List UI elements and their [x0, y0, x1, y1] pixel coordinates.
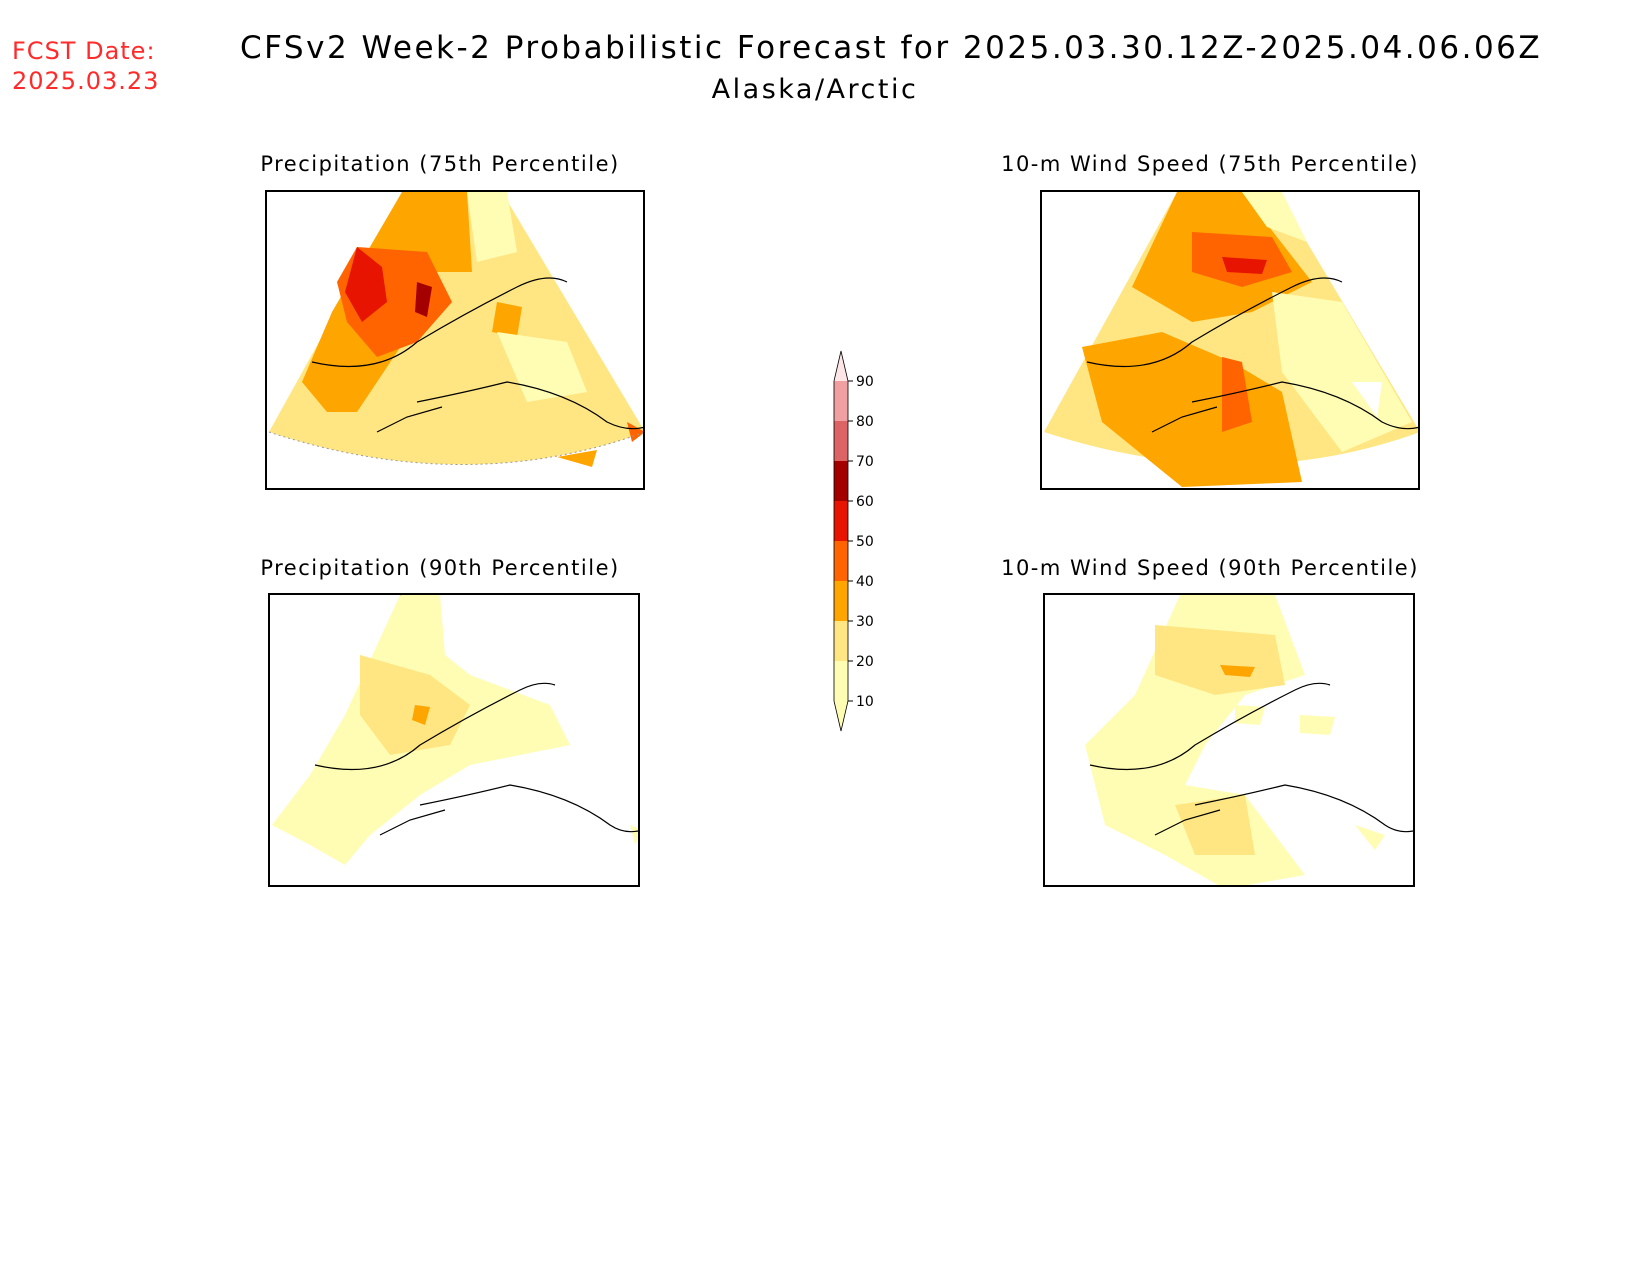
- map-wind-90: [1085, 595, 1413, 885]
- colorbar-swatch: [834, 501, 848, 541]
- colorbar-swatch: [834, 621, 848, 661]
- colorbar-label: 50: [856, 534, 874, 550]
- colorbar-bottom-tip: [834, 701, 848, 731]
- colorbar-top-tip: [834, 351, 848, 381]
- fcst-date-value: 2025.03.23: [12, 67, 160, 95]
- map-panel-precip-75: [265, 190, 645, 490]
- colorbar-label: 80: [856, 414, 874, 430]
- fcst-date-label: FCST Date: 2025.03.23: [12, 36, 159, 96]
- figure-title-block: CFSv2 Week-2 Probabilistic Forecast for …: [0, 30, 1650, 105]
- map-precip-90: [272, 595, 638, 865]
- map-panel-wind-90: [1043, 593, 1415, 887]
- map-wind-75: [1044, 192, 1418, 487]
- panel-title-precip-90: Precipitation (90th Percentile): [260, 556, 620, 580]
- colorbar-swatch: [834, 421, 848, 461]
- figure-title: CFSv2 Week-2 Probabilistic Forecast for …: [240, 30, 1543, 66]
- colorbar-label: 90: [856, 374, 874, 390]
- colorbar-label: 60: [856, 494, 874, 510]
- colorbar-label: 70: [856, 454, 874, 470]
- colorbar-swatch: [834, 541, 848, 581]
- colorbar: 10 20 30 40 50 60 70 80 90: [826, 336, 886, 736]
- map-precip-75: [268, 192, 643, 467]
- figure-subtitle: Alaska/Arctic: [711, 74, 919, 105]
- colorbar-label: 10: [856, 694, 874, 710]
- colorbar-label: 30: [856, 614, 874, 630]
- colorbar-outline: [833, 350, 849, 732]
- colorbar-label: 20: [856, 654, 874, 670]
- map-panel-precip-90: [268, 593, 640, 887]
- colorbar-swatch: [834, 661, 848, 701]
- fcst-date-heading: FCST Date:: [12, 37, 156, 65]
- panel-title-precip-75: Precipitation (75th Percentile): [260, 152, 620, 176]
- colorbar-svg: 10 20 30 40 50 60 70 80 90: [833, 350, 874, 732]
- colorbar-swatch: [834, 461, 848, 501]
- colorbar-swatch: [834, 581, 848, 621]
- map-panel-wind-75: [1040, 190, 1420, 490]
- colorbar-swatch: [834, 381, 848, 421]
- panel-title-wind-75: 10-m Wind Speed (75th Percentile): [1001, 152, 1419, 176]
- colorbar-label: 40: [856, 574, 874, 590]
- panel-title-wind-90: 10-m Wind Speed (90th Percentile): [1001, 556, 1419, 580]
